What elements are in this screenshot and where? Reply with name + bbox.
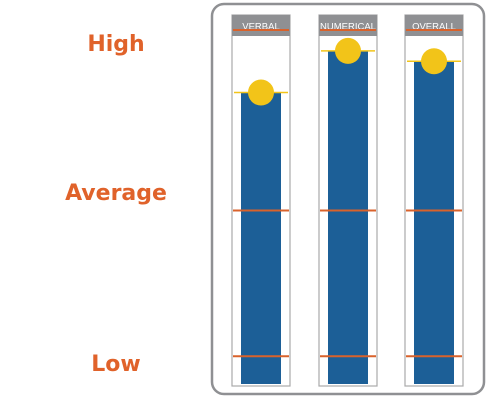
score-marker-numerical: [335, 37, 361, 64]
column-header-label-numerical: NUMERICAL: [320, 22, 376, 33]
score-marker-overall: [421, 48, 447, 75]
bar-numerical: [328, 50, 368, 384]
bar-overall: [414, 61, 454, 384]
score-marker-verbal: [248, 79, 274, 106]
level-label-high: High: [87, 32, 145, 57]
bar-verbal: [241, 92, 281, 385]
column-header-label-verbal: VERBAL: [242, 22, 280, 33]
score-columns: VERBAL NUMERICAL OVERALL: [231, 14, 464, 387]
column-header-label-overall: OVERALL: [412, 22, 456, 33]
level-label-low: Low: [91, 352, 141, 377]
chart-frame: [210, 2, 486, 396]
level-label-average: Average: [65, 181, 167, 206]
